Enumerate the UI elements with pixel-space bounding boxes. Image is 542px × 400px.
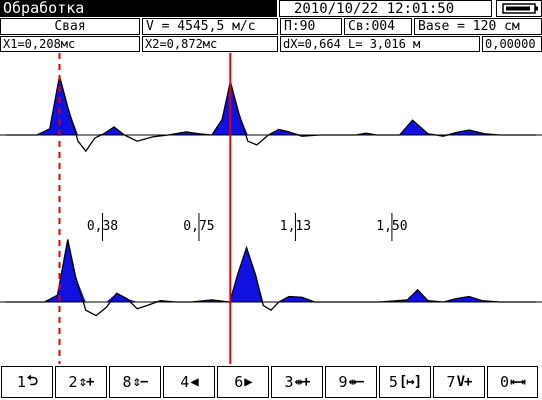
stretch-icon: ⇹+ <box>294 374 311 390</box>
trace-2-line <box>6 239 536 317</box>
move-right-button[interactable]: 6 ▶ <box>217 366 269 398</box>
velocity-button[interactable]: 7 V+ <box>433 366 485 398</box>
function-toolbar: 1 ⮌ 2 ⇕+ 8 ⇕− 4 ◀ 6 ▶ 3 ⇹+ 9 ⇹− 5 [↦] 7 V+ 0 ⇤⇥ <box>0 364 542 400</box>
back-icon: ⮌ <box>26 373 38 389</box>
amplify-icon: ⇕+ <box>78 374 95 390</box>
scale-tick-label-1: 0,38 <box>87 219 118 234</box>
compress-button[interactable]: 9 ⇹− <box>325 366 377 398</box>
trace-1-line <box>6 75 536 153</box>
toolbar-key-number: 8 <box>122 373 132 391</box>
trace-1-fill <box>6 76 536 135</box>
attenuate-button[interactable]: 8 ⇕− <box>109 366 161 398</box>
signal-plot[interactable]: 0,38 0,75 1,13 1,50 <box>0 53 542 364</box>
battery-icon <box>496 0 542 17</box>
compress-icon: ⇹− <box>348 374 365 390</box>
stretch-button[interactable]: 3 ⇹+ <box>271 366 323 398</box>
base-value: Base = 120 см <box>414 18 542 35</box>
dx-length-value: dX=0,664 L= 3,016 м <box>280 36 480 52</box>
toolbar-key-number: 6 <box>234 373 244 391</box>
screen-title: Обработка <box>0 0 277 17</box>
x1-cursor-value: X1=0,208мс <box>0 36 140 52</box>
scale-tick-label-4: 1,50 <box>376 219 407 234</box>
extra-value: 0,00000 <box>482 36 542 52</box>
select-range-icon: [↦] <box>398 374 422 390</box>
amplify-button[interactable]: 2 ⇕+ <box>55 366 107 398</box>
p-value: П:90 <box>280 18 342 35</box>
move-left-icon: ◀ <box>190 374 199 390</box>
toolbar-key-number: 9 <box>338 373 348 391</box>
x2-cursor-value: X2=0,872мс <box>142 36 278 52</box>
move-right-icon: ▶ <box>244 374 253 390</box>
toolbar-key-number: 0 <box>500 373 510 391</box>
signal-chart[interactable]: 0,38 0,75 1,13 1,50 <box>0 53 542 364</box>
object-type: Свая <box>0 18 140 35</box>
back-button[interactable]: 1 ⮌ <box>1 366 53 398</box>
info-bar: Свая V = 4545,5 м/с П:90 Св:004 Base = 1… <box>0 18 542 35</box>
move-left-button[interactable]: 4 ◀ <box>163 366 215 398</box>
velocity-value: V = 4545,5 м/с <box>142 18 278 35</box>
velocity-icon: V+ <box>456 374 473 390</box>
scale-tick-label-3: 1,13 <box>280 219 311 234</box>
attenuate-icon: ⇕− <box>132 374 149 390</box>
toolbar-key-number: 1 <box>16 373 26 391</box>
scale-tick-label-2: 0,75 <box>183 219 214 234</box>
toolbar-key-number: 3 <box>284 373 294 391</box>
toolbar-key-number: 4 <box>180 373 190 391</box>
measurement-bar: X1=0,208мс X2=0,872мс dX=0,664 L= 3,016 … <box>0 36 542 52</box>
cursor-button[interactable]: 0 ⇤⇥ <box>487 366 538 398</box>
datetime-display: 2010/10/22 12:01:50 <box>279 0 492 17</box>
cb-value: Св:004 <box>344 18 412 35</box>
toolbar-key-number: 7 <box>446 373 456 391</box>
toolbar-key-number: 5 <box>388 373 398 391</box>
toolbar-key-number: 2 <box>68 373 78 391</box>
cursor-icon: ⇤⇥ <box>510 374 526 390</box>
header-bar: Обработка 2010/10/22 12:01:50 <box>0 0 542 17</box>
select-range-button[interactable]: 5 [↦] <box>379 366 431 398</box>
trace-2-fill <box>6 239 536 302</box>
